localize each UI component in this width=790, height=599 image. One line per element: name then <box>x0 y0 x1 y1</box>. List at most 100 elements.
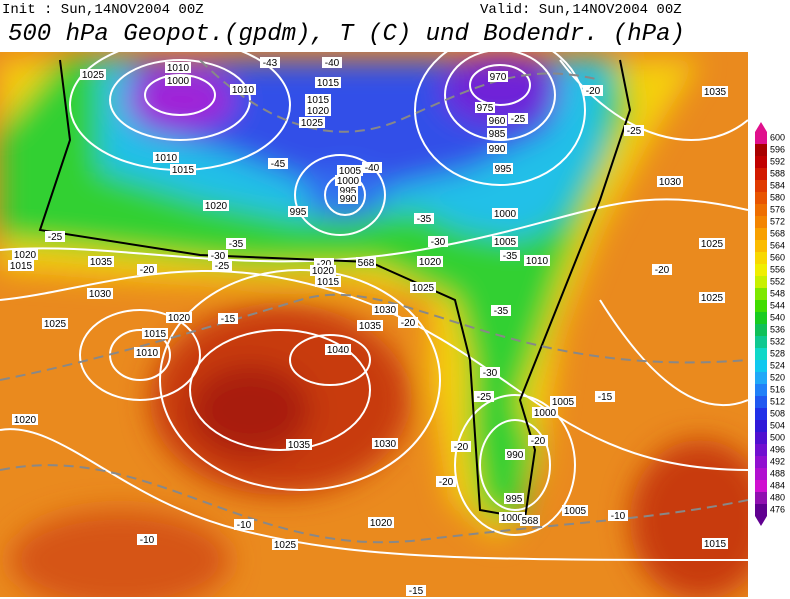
contour-label-box <box>315 77 341 88</box>
contour-label-box <box>417 256 443 267</box>
contour-label: 1020 <box>312 266 335 277</box>
contour-label-box <box>699 238 725 249</box>
contour-label-box <box>12 414 38 425</box>
contour-label-box <box>398 317 418 328</box>
isotherms <box>0 59 748 544</box>
contour-label-box <box>80 69 106 80</box>
contour-label-box <box>137 534 157 545</box>
contour-label: 1010 <box>167 63 190 74</box>
contour-label: 975 <box>477 103 494 114</box>
colorbar-label: 508 <box>770 408 785 418</box>
colorbar-label: 488 <box>770 468 785 478</box>
contour-label: 995 <box>340 186 357 197</box>
contour-label-box <box>492 236 518 247</box>
contour-label: -20 <box>586 86 601 97</box>
contour-label: 1010 <box>136 348 159 359</box>
contour-label-box <box>410 282 436 293</box>
contour-label: 1010 <box>155 153 178 164</box>
contour-label-box <box>212 260 232 271</box>
contour-label-box <box>286 439 312 450</box>
contour-label-box <box>142 328 168 339</box>
contour-label-box <box>234 519 254 530</box>
colorbar-swatch <box>755 492 767 504</box>
contour-label: 1020 <box>205 201 228 212</box>
contour-label-box <box>491 305 511 316</box>
contour-label-box <box>475 102 495 113</box>
contour-label: -20 <box>317 259 332 270</box>
contour-label: 1025 <box>701 239 724 250</box>
contour-label-box <box>499 512 525 523</box>
contour-label-box <box>487 115 507 126</box>
contour-label-box <box>608 510 628 521</box>
contour-label: 1010 <box>232 85 255 96</box>
contour-label: -10 <box>140 535 155 546</box>
colorbar-swatch <box>755 156 767 168</box>
colorbar-label: 568 <box>770 228 785 238</box>
contour-label: 1000 <box>494 209 517 220</box>
contour-label: 1020 <box>370 518 393 529</box>
colorbar-label: 480 <box>770 492 785 502</box>
colorbar-label: 532 <box>770 336 785 346</box>
contour-label-box <box>357 320 383 331</box>
contour-label: 1030 <box>374 305 397 316</box>
contour-label-box <box>299 117 325 128</box>
contour-label: 960 <box>489 116 506 127</box>
contour-label: 1030 <box>659 177 682 188</box>
contour-label: -25 <box>627 126 642 137</box>
contour-label: -20 <box>140 265 155 276</box>
colorbar-label: 548 <box>770 288 785 298</box>
contour-label: 1035 <box>288 440 311 451</box>
colorbar-label: 496 <box>770 444 785 454</box>
colorbar-swatch <box>755 312 767 324</box>
contour-label-box <box>88 256 114 267</box>
contour-label: -30 <box>431 237 446 248</box>
init-time: Init : Sun,14NOV2004 00Z <box>2 2 204 18</box>
contour-label-box <box>524 255 550 266</box>
contour-label: 1015 <box>317 277 340 288</box>
colorbar-swatch <box>755 360 767 372</box>
contour-label-box <box>337 165 363 176</box>
contour-label: -35 <box>503 251 518 262</box>
colorbar-swatch <box>755 372 767 384</box>
contour-label-box <box>492 208 518 219</box>
contour-label: 1040 <box>327 345 350 356</box>
contour-label: 1020 <box>168 313 191 324</box>
contour-label-box <box>372 304 398 315</box>
contour-label: 1015 <box>704 539 727 550</box>
colorbar-label: 536 <box>770 324 785 334</box>
colorbar-swatch <box>755 456 767 468</box>
contour-label: 1025 <box>44 319 67 330</box>
contour-label: -20 <box>531 436 546 447</box>
contour-label: -35 <box>494 306 509 317</box>
colorbar-swatch <box>755 144 767 156</box>
colorbar-swatch <box>755 336 767 348</box>
colorbar-label: 500 <box>770 432 785 442</box>
contour-label: 1000 <box>534 408 557 419</box>
contour-label-box <box>134 347 160 358</box>
contour-label-box <box>356 257 376 268</box>
contour-label-box <box>338 185 358 196</box>
contour-label-box <box>45 231 65 242</box>
contour-label-box <box>288 206 308 217</box>
colorbar-swatch <box>755 132 767 144</box>
colorbar-label: 524 <box>770 360 785 370</box>
contour-label: 995 <box>506 494 523 505</box>
contour-label-box <box>230 84 256 95</box>
contour-label: -10 <box>237 520 252 531</box>
colorbar-swatch <box>755 288 767 300</box>
colorbar-swatch <box>755 168 767 180</box>
colorbar-swatch <box>755 444 767 456</box>
contour-label: 1035 <box>359 321 382 332</box>
contour-label-box <box>436 476 456 487</box>
contour-label-box <box>166 312 192 323</box>
contour-label-box <box>314 258 334 269</box>
colorbar-label: 520 <box>770 372 785 382</box>
colorbar-swatch <box>755 264 767 276</box>
contour-label: 1000 <box>167 76 190 87</box>
colorbar-label: 504 <box>770 420 785 430</box>
contour-label-box <box>504 493 524 504</box>
contour-label-box <box>226 238 246 249</box>
contour-label: 1005 <box>564 506 587 517</box>
contour-label-box <box>474 391 494 402</box>
